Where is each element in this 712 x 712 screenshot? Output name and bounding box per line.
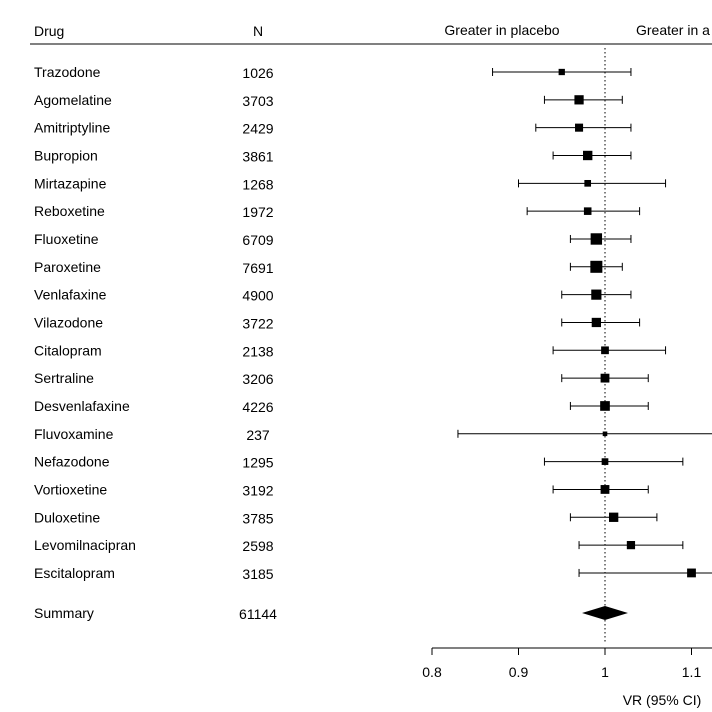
n-value: 1268 — [242, 176, 273, 192]
drug-label: Vortioxetine — [34, 481, 107, 497]
drug-label: Fluoxetine — [34, 231, 99, 247]
n-value: 3722 — [242, 315, 273, 331]
n-value: 7691 — [242, 260, 273, 276]
drug-label: Desvenlafaxine — [34, 398, 130, 414]
drug-label: Nefazodone — [34, 454, 110, 470]
n-value: 1026 — [242, 65, 273, 81]
n-value: 2138 — [242, 343, 273, 359]
summary-n-value: 61144 — [239, 606, 277, 622]
n-value: 3785 — [242, 510, 273, 526]
plot-area: Trazodone 1026 Agomelatine 3703 Amitriptylin… — [34, 48, 712, 680]
point-estimate — [584, 179, 592, 187]
drug-label: Citalopram — [34, 342, 102, 358]
drug-label: Paroxetine — [34, 259, 101, 275]
drug-label: Agomelatine — [34, 92, 112, 108]
point-estimate — [687, 568, 696, 578]
drug-label: Sertraline — [34, 370, 94, 386]
n-value: 4900 — [242, 288, 273, 304]
n-column-header: N — [253, 23, 263, 39]
point-estimate — [590, 233, 603, 245]
drug-label: Mirtazapine — [34, 175, 107, 191]
drug-label: Fluvoxamine — [34, 426, 114, 442]
direction-label-left: Greater in placebo — [444, 22, 559, 38]
n-value: 6709 — [242, 232, 273, 248]
point-estimate — [600, 401, 610, 411]
drug-label: Bupropion — [34, 147, 98, 163]
x-tick-label: 0.8 — [422, 664, 442, 680]
point-estimate — [601, 346, 609, 355]
summary-diamond — [582, 606, 628, 620]
point-estimate — [602, 431, 608, 437]
drug-label: Venlafaxine — [34, 287, 107, 303]
direction-label-right: Greater in a — [636, 22, 710, 38]
point-estimate — [575, 123, 584, 132]
summary-label: Summary — [34, 605, 94, 621]
drug-column-header: Drug — [34, 23, 64, 39]
drug-label: Escitalopram — [34, 565, 115, 581]
point-estimate — [591, 289, 602, 300]
x-tick-label: 0.9 — [509, 664, 529, 680]
n-value: 3192 — [242, 482, 273, 498]
point-estimate — [574, 95, 584, 105]
point-estimate — [608, 512, 619, 522]
n-value: 1972 — [242, 204, 273, 220]
point-estimate — [601, 458, 609, 465]
drug-label: Trazodone — [34, 64, 101, 80]
drug-label: Duloxetine — [34, 509, 100, 525]
n-value: 1295 — [242, 455, 273, 471]
n-value: 3703 — [242, 93, 273, 109]
drug-label: Vilazodone — [34, 314, 103, 330]
drug-label: Levomilnacipran — [34, 537, 136, 553]
n-value: 2598 — [242, 538, 273, 554]
x-tick-label: 1 — [601, 664, 609, 680]
point-estimate — [590, 260, 603, 273]
point-estimate — [558, 68, 565, 76]
x-axis-title: VR (95% CI) — [623, 692, 702, 708]
n-value: 3185 — [242, 566, 273, 582]
drug-label: Amitriptyline — [34, 120, 110, 136]
point-estimate — [600, 485, 610, 494]
point-estimate — [626, 540, 636, 550]
point-estimate — [591, 317, 601, 328]
drug-label: Reboxetine — [34, 203, 105, 219]
n-value: 2429 — [242, 121, 273, 137]
n-value: 4226 — [242, 399, 273, 415]
point-estimate — [600, 373, 610, 383]
n-value: 3206 — [242, 371, 273, 387]
point-estimate — [583, 207, 592, 215]
x-tick-label: 1.1 — [682, 664, 702, 680]
point-estimate — [583, 150, 593, 161]
n-value: 3861 — [242, 148, 273, 164]
n-value: 237 — [246, 427, 270, 443]
